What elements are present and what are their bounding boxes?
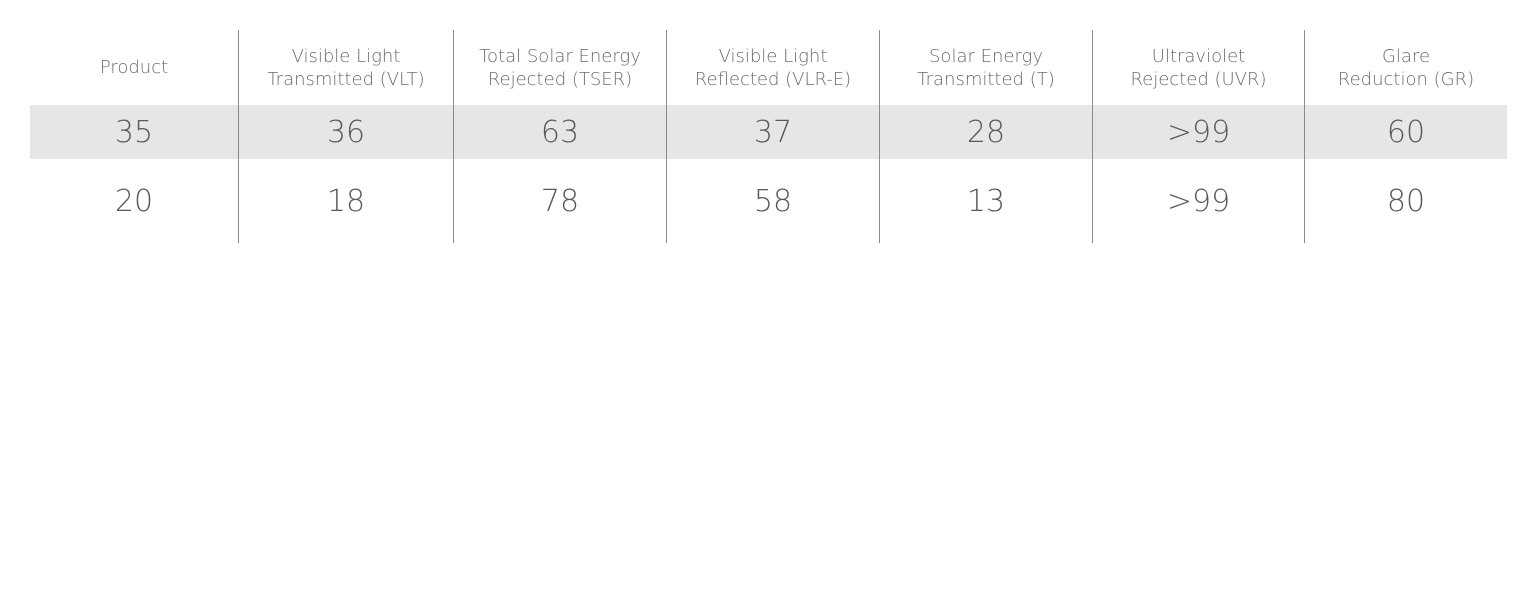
table-cell: 80: [1386, 183, 1426, 219]
row-highlight: [30, 105, 1507, 159]
column-header: Product: [30, 30, 238, 105]
table-cell: 13: [966, 183, 1006, 219]
header-text: Visible Light: [291, 45, 401, 67]
column-header: Glare Reduction (GR): [1305, 30, 1507, 105]
column-header: Total Solar Energy Rejected (TSER): [454, 30, 666, 105]
header-text: Rejected (UVR): [1130, 68, 1267, 90]
table-cell: 20: [114, 183, 154, 219]
column-header: Ultraviolet Rejected (UVR): [1093, 30, 1304, 105]
column: Glare Reduction (GR) 60 80: [1304, 30, 1507, 243]
header-text: Glare: [1381, 45, 1431, 67]
column: Total Solar Energy Rejected (TSER) 63 78: [453, 30, 666, 243]
header-text: Rejected (TSER): [487, 68, 633, 90]
header-text: Ultraviolet: [1151, 45, 1246, 67]
table-cell: 28: [966, 114, 1006, 150]
column-header: Solar Energy Transmitted (T): [880, 30, 1092, 105]
column-header: Visible Light Transmitted (VLT): [239, 30, 453, 105]
column-header: Visible Light Reflected (VLR-E): [667, 30, 879, 105]
column: Ultraviolet Rejected (UVR) >99 >99: [1092, 30, 1304, 243]
table-cell: 36: [326, 114, 366, 150]
header-text: Transmitted (VLT): [267, 68, 425, 90]
column: Visible Light Transmitted (VLT) 36 18: [238, 30, 453, 243]
table-cell: >99: [1166, 183, 1231, 219]
header-text: Product: [99, 57, 169, 78]
header-text: Reflected (VLR-E): [694, 68, 852, 90]
header-text: Reduction (GR): [1337, 68, 1475, 90]
header-text: Solar Energy: [929, 45, 1043, 67]
column: Product 35 20: [30, 30, 238, 243]
table-cell: 37: [753, 114, 793, 150]
table-cell: >99: [1166, 114, 1231, 150]
data-table: Product 35 20 Visible Light Transmitted (VLT…: [30, 30, 1507, 243]
header-text: Total Solar Energy: [479, 45, 641, 67]
table-cell: 63: [540, 114, 580, 150]
table-cell: 18: [326, 183, 366, 219]
header-text: Transmitted (T): [917, 68, 1055, 90]
table-cell: 60: [1386, 114, 1426, 150]
table-cell: 35: [114, 114, 154, 150]
header-text: Visible Light: [718, 45, 828, 67]
table-cell: 78: [540, 183, 580, 219]
column: Visible Light Reflected (VLR-E) 37 58: [666, 30, 879, 243]
table-cell: 58: [753, 183, 793, 219]
column: Solar Energy Transmitted (T) 28 13: [879, 30, 1092, 243]
